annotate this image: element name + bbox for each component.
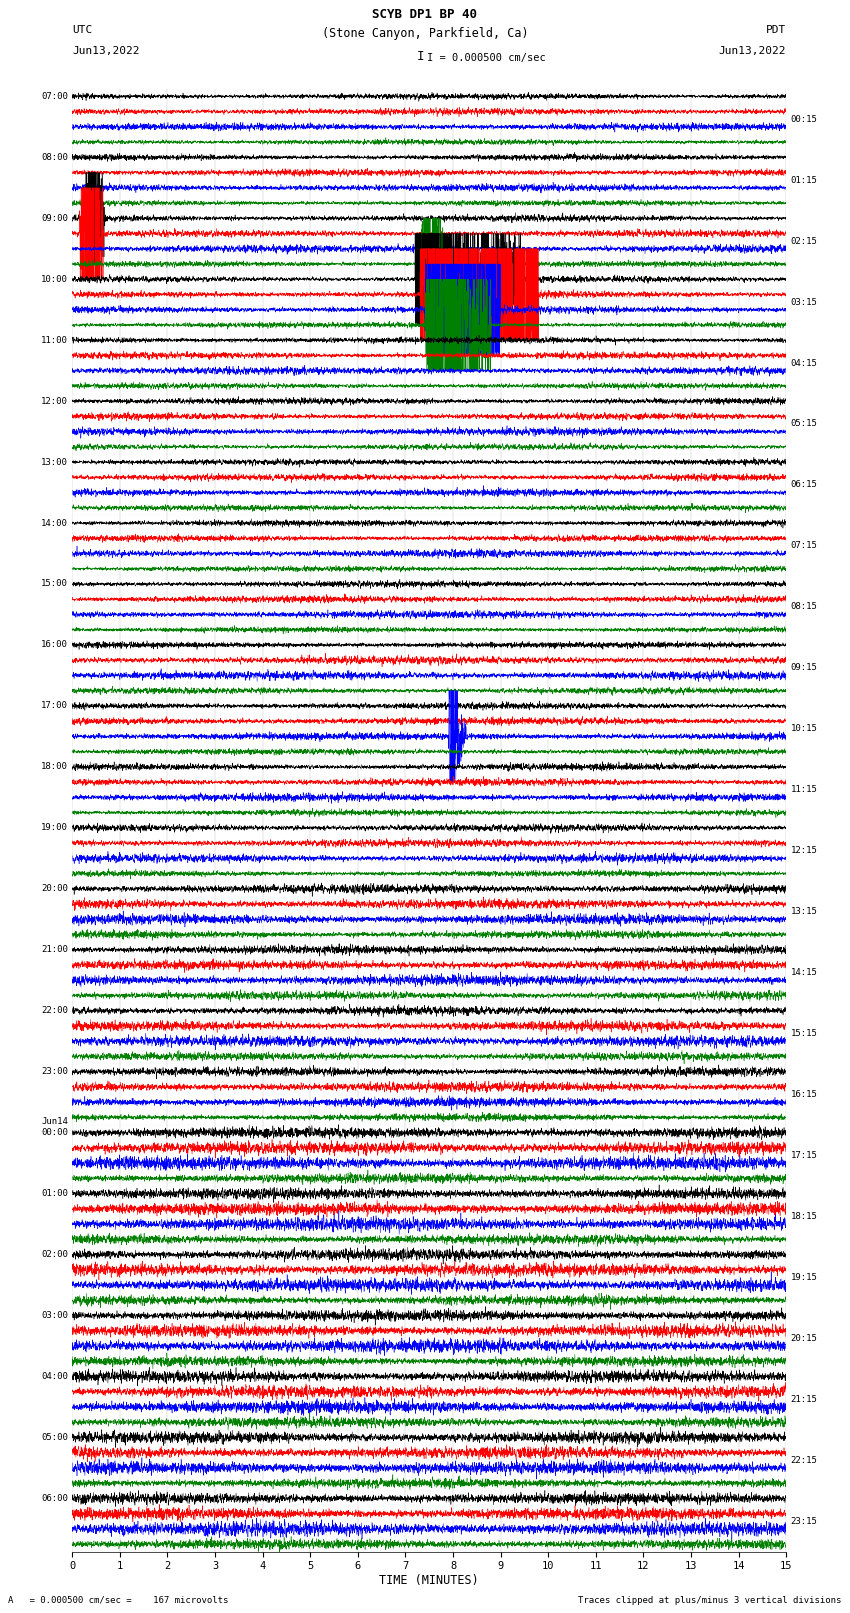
Text: 23:15: 23:15: [790, 1516, 818, 1526]
Text: 13:00: 13:00: [41, 458, 68, 466]
Text: 00:00: 00:00: [41, 1127, 68, 1137]
Text: 04:15: 04:15: [790, 358, 818, 368]
Text: 07:15: 07:15: [790, 542, 818, 550]
Text: 12:15: 12:15: [790, 847, 818, 855]
Text: 04:00: 04:00: [41, 1373, 68, 1381]
Text: A   = 0.000500 cm/sec =    167 microvolts: A = 0.000500 cm/sec = 167 microvolts: [8, 1595, 229, 1605]
Text: 18:15: 18:15: [790, 1211, 818, 1221]
Text: 02:15: 02:15: [790, 237, 818, 245]
Text: PDT: PDT: [766, 26, 786, 35]
Text: 02:00: 02:00: [41, 1250, 68, 1260]
Text: Jun14: Jun14: [41, 1118, 68, 1126]
Text: 20:15: 20:15: [790, 1334, 818, 1344]
Text: 06:15: 06:15: [790, 481, 818, 489]
Text: 19:00: 19:00: [41, 823, 68, 832]
Text: Jun13,2022: Jun13,2022: [719, 47, 786, 56]
Text: UTC: UTC: [72, 26, 93, 35]
Text: 05:00: 05:00: [41, 1432, 68, 1442]
Text: I = 0.000500 cm/sec: I = 0.000500 cm/sec: [427, 53, 546, 63]
Text: 05:15: 05:15: [790, 419, 818, 429]
Text: 14:15: 14:15: [790, 968, 818, 977]
Text: 11:00: 11:00: [41, 336, 68, 345]
Text: 07:00: 07:00: [41, 92, 68, 102]
Text: 22:15: 22:15: [790, 1457, 818, 1465]
Text: 08:00: 08:00: [41, 153, 68, 161]
Text: 01:00: 01:00: [41, 1189, 68, 1198]
Text: 17:00: 17:00: [41, 702, 68, 710]
Text: 09:00: 09:00: [41, 215, 68, 223]
Text: 21:15: 21:15: [790, 1395, 818, 1403]
X-axis label: TIME (MINUTES): TIME (MINUTES): [379, 1574, 479, 1587]
Text: 03:00: 03:00: [41, 1311, 68, 1319]
Text: 15:00: 15:00: [41, 579, 68, 589]
Text: 13:15: 13:15: [790, 907, 818, 916]
Text: 23:00: 23:00: [41, 1068, 68, 1076]
Text: 17:15: 17:15: [790, 1152, 818, 1160]
Text: 19:15: 19:15: [790, 1273, 818, 1282]
Text: 00:15: 00:15: [790, 115, 818, 124]
Text: Traces clipped at plus/minus 3 vertical divisions: Traces clipped at plus/minus 3 vertical …: [578, 1595, 842, 1605]
Text: 16:15: 16:15: [790, 1090, 818, 1098]
Text: 10:00: 10:00: [41, 274, 68, 284]
Text: 15:15: 15:15: [790, 1029, 818, 1039]
Text: 01:15: 01:15: [790, 176, 818, 184]
Text: 08:15: 08:15: [790, 602, 818, 611]
Text: Jun13,2022: Jun13,2022: [72, 47, 139, 56]
Text: 16:00: 16:00: [41, 640, 68, 650]
Text: 10:15: 10:15: [790, 724, 818, 734]
Text: (Stone Canyon, Parkfield, Ca): (Stone Canyon, Parkfield, Ca): [321, 27, 529, 40]
Text: SCYB DP1 BP 40: SCYB DP1 BP 40: [372, 8, 478, 21]
Text: 06:00: 06:00: [41, 1494, 68, 1503]
Text: 03:15: 03:15: [790, 297, 818, 306]
Text: 11:15: 11:15: [790, 786, 818, 794]
Text: 18:00: 18:00: [41, 763, 68, 771]
Text: 09:15: 09:15: [790, 663, 818, 673]
Text: 21:00: 21:00: [41, 945, 68, 955]
Text: 14:00: 14:00: [41, 518, 68, 527]
Text: I: I: [417, 50, 424, 63]
Text: 20:00: 20:00: [41, 884, 68, 894]
Text: 22:00: 22:00: [41, 1007, 68, 1015]
Text: 12:00: 12:00: [41, 397, 68, 405]
